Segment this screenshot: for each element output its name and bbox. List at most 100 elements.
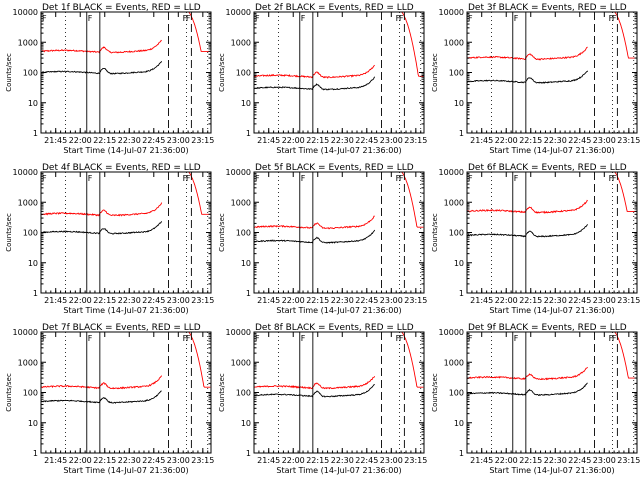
x-tick-label: 22:45: [355, 456, 378, 465]
marker-label: F: [399, 334, 404, 343]
marker-label: F: [399, 14, 404, 23]
x-tick-label: 22:45: [355, 296, 378, 305]
x-tick-label: 22:15: [519, 296, 542, 305]
y-tick-label: 100: [236, 229, 251, 238]
x-tick-label: 23:00: [380, 136, 403, 145]
x-tick-label: 22:15: [93, 296, 116, 305]
marker-label: F: [468, 174, 473, 183]
x-axis-label: Start Time (14-Jul-07 21:36:00): [489, 306, 614, 315]
y-axis-label: Counts/sec: [5, 213, 13, 252]
panel-title: Det 1f BLACK = Events, RED = LLD: [42, 3, 201, 13]
x-tick-label: 23:15: [191, 296, 214, 305]
x-tick-label: 21:45: [257, 296, 280, 305]
y-tick-label: 10: [241, 259, 251, 268]
series-line-lld: [467, 366, 588, 381]
x-tick-label: 23:00: [167, 136, 190, 145]
y-tick-label: 1: [33, 449, 38, 458]
x-tick-label: 21:45: [470, 296, 493, 305]
x-tick-label: 21:45: [470, 136, 493, 145]
x-tick-label: 23:15: [191, 456, 214, 465]
y-tick-label: 10: [28, 99, 38, 108]
panel-title: Det 9f BLACK = Events, RED = LLD: [468, 323, 627, 333]
y-tick-label: 1: [33, 289, 38, 298]
marker-label: F: [609, 174, 614, 183]
x-tick-label: 22:15: [93, 136, 116, 145]
marker-label: F: [396, 14, 401, 23]
marker-label: F: [42, 334, 47, 343]
series-line-events: [467, 70, 589, 84]
x-tick-label: 23:15: [404, 296, 427, 305]
x-tick-label: 23:00: [593, 296, 616, 305]
y-tick-label: 1000: [18, 38, 38, 47]
marker-label: F: [514, 334, 519, 343]
x-tick-label: 22:15: [519, 456, 542, 465]
x-tick-label: 22:15: [519, 136, 542, 145]
series-line-lld: [254, 215, 375, 230]
x-tick-label: 22:00: [69, 296, 92, 305]
x-axis-label: Start Time (14-Jul-07 21:36:00): [63, 466, 188, 475]
panel-title: Det 3f BLACK = Events, RED = LLD: [468, 3, 627, 13]
x-tick-label: 22:30: [544, 456, 567, 465]
panel-plot-area: [254, 12, 424, 91]
y-axis-label: Counts/sec: [5, 373, 13, 412]
x-tick-label: 23:00: [593, 456, 616, 465]
x-tick-label: 22:00: [69, 456, 92, 465]
x-tick-label: 21:45: [257, 136, 280, 145]
marker-label: F: [301, 334, 306, 343]
marker-label: F: [255, 174, 260, 183]
series-line-events: [41, 61, 163, 75]
x-tick-label: 23:15: [404, 136, 427, 145]
marker-label: F: [399, 174, 404, 183]
x-tick-label: 22:00: [282, 136, 305, 145]
series-line-lld: [41, 375, 163, 390]
y-tick-label: 10: [241, 419, 251, 428]
x-tick-label: 22:30: [331, 296, 354, 305]
marker-label: F: [612, 334, 617, 343]
y-tick-label: 10000: [439, 168, 464, 177]
x-tick-label: 23:00: [593, 136, 616, 145]
y-tick-label: 1000: [231, 358, 251, 367]
x-axis-label: Start Time (14-Jul-07 21:36:00): [63, 306, 188, 315]
x-tick-label: 22:15: [306, 296, 329, 305]
y-tick-label: 1: [246, 449, 251, 458]
series-line-events: [254, 229, 376, 244]
panel-frame: [466, 171, 638, 294]
series-line-events: [467, 224, 589, 238]
x-axis-label: Start Time (14-Jul-07 21:36:00): [489, 466, 614, 475]
y-axis-label: Counts/sec: [5, 53, 13, 92]
y-axis-label: Counts/sec: [431, 373, 439, 412]
y-tick-label: 1000: [18, 198, 38, 207]
y-tick-label: 10: [454, 99, 464, 108]
marker-label: F: [88, 174, 93, 183]
x-tick-label: 22:45: [142, 136, 165, 145]
y-axis-label: Counts/sec: [218, 213, 226, 252]
y-tick-label: 1000: [18, 358, 38, 367]
y-tick-label: 100: [236, 69, 251, 78]
marker-label: F: [255, 14, 260, 23]
y-tick-label: 100: [23, 389, 38, 398]
x-tick-label: 21:45: [44, 296, 67, 305]
x-tick-label: 22:45: [142, 296, 165, 305]
x-tick-label: 22:00: [282, 296, 305, 305]
y-tick-label: 10: [454, 259, 464, 268]
x-tick-label: 22:15: [306, 136, 329, 145]
marker-label: F: [514, 174, 519, 183]
x-tick-label: 22:00: [282, 456, 305, 465]
series-line-events: [41, 390, 162, 404]
x-tick-label: 22:15: [306, 456, 329, 465]
series-line-lld: [254, 64, 375, 79]
marker-label: F: [612, 174, 617, 183]
x-tick-label: 23:15: [617, 456, 640, 465]
panel-frame: [253, 331, 425, 454]
panel-title: Det 4f BLACK = Events, RED = LLD: [42, 163, 201, 173]
marker-label: F: [183, 14, 188, 23]
x-tick-label: 23:15: [617, 136, 640, 145]
y-tick-label: 1: [246, 129, 251, 138]
y-tick-label: 10: [28, 259, 38, 268]
